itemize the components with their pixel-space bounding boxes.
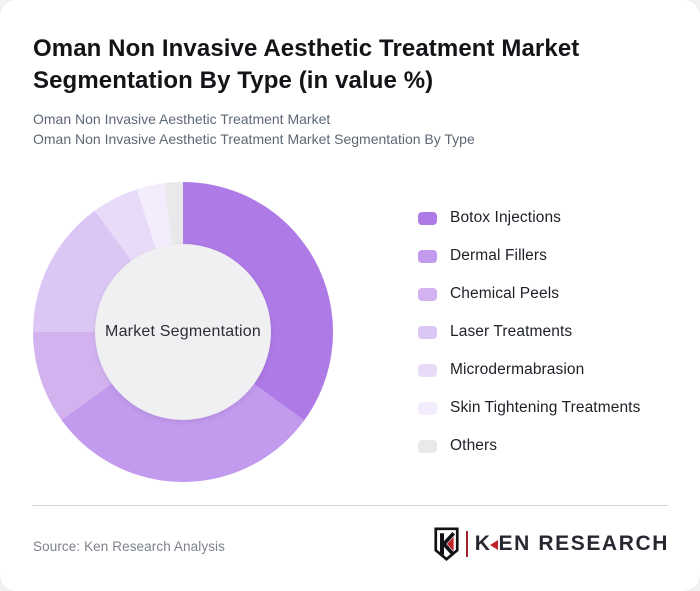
shield-k-icon [434, 527, 459, 561]
legend-color-swatch [418, 363, 437, 377]
legend-label: Dermal Fillers [450, 247, 547, 264]
subtitle-line-1: Oman Non Invasive Aesthetic Treatment Ma… [33, 111, 331, 127]
legend-color-swatch [418, 249, 437, 263]
legend-label: Skin Tightening Treatments [450, 399, 641, 416]
legend-item: Laser Treatments [418, 313, 678, 351]
legend-item: Microdermabrasion [418, 351, 678, 389]
legend-label: Laser Treatments [450, 323, 573, 340]
legend-label: Others [450, 437, 498, 454]
legend: Botox Injections Dermal Fillers Chemical… [418, 199, 678, 465]
footer-divider [32, 505, 668, 506]
logo-wordmark: K EN RESEARCH [475, 532, 669, 556]
legend-color-swatch [418, 287, 437, 301]
red-triangle-icon [489, 539, 498, 550]
legend-label: Chemical Peels [450, 285, 560, 302]
donut-center: Market Segmentation [95, 244, 271, 420]
donut-ring: Market Segmentation [33, 182, 333, 482]
wordmark-rest: EN RESEARCH [498, 532, 669, 555]
legend-color-swatch [418, 211, 437, 225]
legend-item: Skin Tightening Treatments [418, 389, 678, 427]
chart-subtitle: Oman Non Invasive Aesthetic Treatment Ma… [33, 109, 653, 149]
legend-color-swatch [418, 439, 437, 453]
legend-item: Others [418, 427, 678, 465]
legend-label: Microdermabrasion [450, 361, 585, 378]
donut-center-label: Market Segmentation [105, 323, 261, 340]
logo-separator [465, 531, 468, 557]
source-text: Source: Ken Research Analysis [33, 539, 225, 554]
legend-item: Chemical Peels [418, 275, 678, 313]
legend-item: Dermal Fillers [418, 237, 678, 275]
legend-label: Botox Injections [450, 209, 562, 226]
legend-color-swatch [418, 325, 437, 339]
legend-item: Botox Injections [418, 199, 678, 237]
wordmark-k: K [474, 532, 492, 555]
page-title: Oman Non Invasive Aesthetic Treatment Ma… [33, 35, 580, 94]
ken-research-logo: K EN RESEARCH [433, 526, 669, 562]
subtitle-line-2: Oman Non Invasive Aesthetic Treatment Ma… [33, 131, 475, 147]
legend-color-swatch [418, 401, 437, 415]
